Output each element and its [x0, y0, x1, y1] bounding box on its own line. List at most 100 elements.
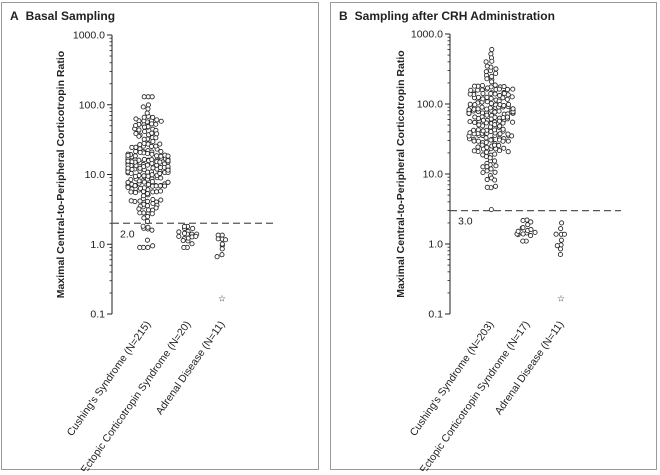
data-point	[505, 131, 511, 137]
data-point	[133, 131, 139, 137]
data-point	[149, 179, 155, 185]
y-tick-label: 1000.0	[73, 30, 105, 42]
data-point	[467, 130, 473, 136]
data-point	[141, 124, 147, 130]
data-point	[219, 246, 225, 252]
data-point	[181, 244, 187, 250]
data-point	[484, 85, 491, 91]
data-point	[484, 177, 490, 183]
data-point	[557, 246, 564, 252]
data-point	[505, 92, 511, 98]
data-point	[141, 179, 147, 185]
data-point	[492, 183, 499, 189]
y-tick-label: 100.0	[417, 99, 443, 111]
data-point	[497, 131, 503, 137]
data-point	[180, 238, 186, 244]
data-point	[137, 165, 143, 171]
data-point	[165, 158, 171, 164]
chart-b: 0.1 1.0 10.0 100.0 1000.0 Maximal Central-to-…	[395, 29, 621, 471]
data-point	[149, 211, 155, 217]
data-point	[129, 144, 135, 150]
data-point	[132, 190, 138, 196]
data-point	[176, 229, 182, 235]
data-point	[145, 181, 151, 188]
data-point	[520, 225, 526, 231]
data-point	[150, 165, 156, 171]
data-point	[500, 95, 506, 101]
x-category-label: Cushing's Syndrome (N=215)	[65, 319, 154, 439]
data-point	[154, 189, 160, 195]
data-point	[505, 138, 511, 144]
data-point	[214, 254, 220, 260]
data-point	[125, 179, 131, 185]
data-point	[492, 109, 498, 115]
data-point	[484, 184, 490, 190]
data-point	[532, 229, 538, 235]
data-point	[141, 136, 147, 142]
data-point	[492, 142, 498, 148]
data-point	[492, 169, 498, 175]
y-axis-label: Maximal Central-to-Peripheral Corticotro…	[55, 51, 67, 298]
data-point	[558, 237, 564, 243]
data-point	[520, 238, 526, 244]
data-point	[144, 237, 150, 243]
data-point	[484, 99, 490, 105]
data-point	[145, 106, 151, 112]
data-point	[475, 138, 481, 144]
y-tick-label: 0.1	[428, 309, 443, 321]
data-point	[132, 173, 138, 179]
data-point	[150, 114, 156, 120]
data-point	[553, 231, 559, 237]
data-point	[154, 131, 160, 137]
panel-b-title: B Sampling after CRH Administration	[339, 9, 555, 23]
y-axis-label: Maximal Central-to-Peripheral Corticotro…	[395, 50, 407, 297]
star-data-point: ☆	[557, 293, 565, 303]
data-point	[141, 173, 147, 179]
data-point	[153, 205, 159, 211]
data-point	[149, 172, 155, 178]
data-point	[125, 165, 131, 171]
data-point	[128, 198, 134, 204]
data-point	[158, 188, 164, 194]
y-tick-label: 0.1	[90, 309, 105, 321]
data-point	[141, 185, 147, 191]
data-point	[496, 143, 502, 149]
data-point	[472, 102, 478, 108]
y-tick-label: 1.0	[428, 239, 443, 251]
data-point	[165, 153, 171, 159]
data-point	[559, 220, 565, 226]
data-point	[489, 73, 495, 79]
chart-a: 0.1 1.0 10.0 100.0 1000.0 Maximal Central-to-…	[55, 30, 277, 471]
data-point	[488, 91, 494, 97]
y-tick-label: 10.0	[85, 169, 106, 181]
data-point	[137, 185, 143, 191]
data-point	[479, 104, 485, 110]
data-point	[137, 149, 143, 155]
data-point	[515, 228, 521, 234]
data-point	[132, 183, 138, 189]
data-point	[480, 128, 486, 134]
y-tick-label: 100.0	[79, 99, 105, 111]
x-category-label: Adrenal Disease (N=11)	[493, 319, 567, 417]
data-point	[140, 223, 146, 229]
data-point	[492, 158, 498, 164]
data-point	[467, 101, 473, 107]
data-point	[219, 241, 225, 247]
data-point	[496, 86, 502, 92]
data-point	[492, 82, 498, 88]
data-point	[561, 231, 567, 237]
data-point	[128, 170, 134, 176]
data-point	[149, 143, 155, 149]
data-point	[133, 116, 139, 122]
data-point	[133, 148, 139, 154]
data-point	[157, 159, 163, 165]
data-point	[133, 122, 139, 129]
data-point	[145, 198, 151, 204]
data-point	[484, 144, 490, 150]
data-point	[496, 108, 502, 114]
data-point	[492, 91, 498, 97]
data-point	[479, 82, 485, 88]
data-point	[504, 96, 510, 102]
data-point	[500, 120, 506, 126]
data-point	[510, 119, 516, 125]
